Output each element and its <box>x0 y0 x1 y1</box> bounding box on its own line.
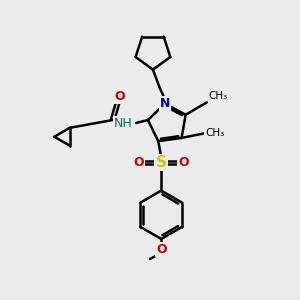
Text: CH₃: CH₃ <box>205 128 224 139</box>
Text: N: N <box>160 97 170 110</box>
Text: O: O <box>114 90 125 103</box>
Text: O: O <box>156 243 166 256</box>
Text: S: S <box>156 155 167 170</box>
Text: NH: NH <box>114 117 133 130</box>
Text: O: O <box>134 156 144 169</box>
Text: CH₃: CH₃ <box>208 91 228 101</box>
Text: O: O <box>178 156 189 169</box>
